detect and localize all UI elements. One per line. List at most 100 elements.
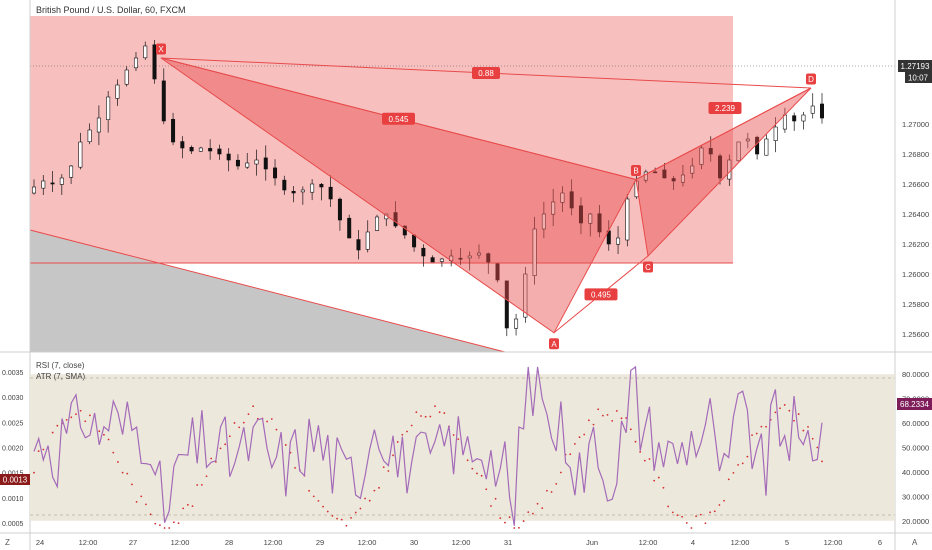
atr-dot <box>266 420 269 423</box>
rsi-last-value: 68.2334 <box>900 400 929 409</box>
atr-dot <box>182 507 185 510</box>
atr-dot <box>704 522 707 525</box>
atr-dot <box>135 500 138 503</box>
candle-body <box>727 159 732 180</box>
candle-body <box>180 141 185 149</box>
atr-dot <box>620 417 623 420</box>
candle-body <box>569 191 574 209</box>
atr-dot <box>420 415 422 417</box>
candle-body <box>171 118 176 143</box>
atr-dot <box>629 428 632 431</box>
atr-dot <box>140 495 143 498</box>
atr-dot <box>294 467 297 469</box>
atr-dot <box>662 486 665 489</box>
atr-dot <box>186 503 189 506</box>
candle-body <box>745 138 750 142</box>
candle-body <box>31 186 36 194</box>
candle-body <box>133 57 138 69</box>
atr-tick-label: 0.0010 <box>2 496 24 503</box>
candle-body <box>551 201 556 215</box>
candle-body <box>393 212 398 227</box>
candle-body <box>245 162 250 168</box>
atr-tick-label: 0.0005 <box>2 521 24 528</box>
atr-dot <box>746 455 749 458</box>
atr-dot <box>219 447 222 450</box>
rsi-value-tag-bg <box>897 398 932 410</box>
atr-dot <box>657 476 660 479</box>
ratio-label-bg <box>472 67 500 79</box>
atr-dot <box>401 433 404 436</box>
time-tick-label: 28 <box>225 538 233 547</box>
atr-dot <box>359 507 362 510</box>
candle-body <box>412 234 417 248</box>
ratio-label-text: 0.545 <box>388 115 409 124</box>
candle-body <box>764 138 769 156</box>
candle-body <box>773 126 778 141</box>
candle-body <box>588 213 593 224</box>
atr-dot <box>65 418 68 421</box>
candle-body <box>792 115 797 122</box>
candle-body <box>801 114 806 122</box>
point-label-bg <box>156 43 166 55</box>
atr-tick-label: 0.0020 <box>2 446 24 453</box>
atr-dot <box>695 515 698 518</box>
point-label-text: C <box>645 263 651 272</box>
time-tick-label: 12:00 <box>452 538 471 547</box>
candle-body <box>69 165 74 178</box>
candle-body <box>337 198 342 221</box>
atr-dot <box>615 410 618 412</box>
atr-dot <box>573 443 576 445</box>
ratio-label-bg <box>584 288 618 301</box>
atr-dot <box>508 516 511 519</box>
atr-dot <box>532 512 534 515</box>
point-label-text: D <box>808 75 814 84</box>
atr-dot <box>578 436 581 439</box>
candle-body <box>328 186 333 200</box>
rsi-tick-label: 30.0000 <box>902 492 929 501</box>
atr-dot <box>364 497 366 500</box>
candle-body <box>467 255 472 259</box>
price-tick-label: 1.26800 <box>902 150 929 159</box>
candle-body <box>671 178 676 182</box>
atr-dot <box>284 444 287 446</box>
atr-tick-label: 0.0025 <box>2 420 24 427</box>
atr-dot <box>396 441 399 443</box>
atr-dot <box>494 497 497 500</box>
auto-scale-a[interactable]: A <box>912 538 918 547</box>
atr-dot <box>191 505 194 508</box>
candle-body <box>597 213 602 233</box>
candle-body <box>356 239 361 251</box>
atr-dot <box>466 459 469 462</box>
atr-dot <box>247 413 250 416</box>
timezone-z[interactable]: Z <box>5 538 10 547</box>
price-tick-label: 1.26600 <box>902 180 929 189</box>
atr-dot <box>103 433 105 436</box>
candle-body <box>430 257 435 263</box>
candle-body <box>643 171 648 181</box>
ratio-label-text: 0.495 <box>591 290 612 299</box>
atr-dot <box>485 488 488 491</box>
point-label-bg <box>806 73 816 85</box>
price-pane: X A B C D 0.88 0.545 0.495 2.239 <box>29 16 895 353</box>
atr-dot <box>648 458 651 460</box>
time-axis: 24 12:00 27 12:00 28 12:00 29 12:00 30 12:00 31 Jun… <box>36 538 882 547</box>
point-label-text: X <box>158 45 164 54</box>
atr-dot <box>816 446 819 449</box>
atr-dot <box>51 431 54 434</box>
atr-tick-label: 0.0030 <box>2 395 24 402</box>
candle-body <box>616 237 621 245</box>
atr-dot <box>56 424 59 427</box>
atr-dot <box>177 522 180 525</box>
time-tick-label: 12:00 <box>639 538 658 547</box>
atr-dot <box>751 434 753 437</box>
candle-body <box>87 129 92 143</box>
atr-dot <box>387 470 390 472</box>
candle-body <box>458 257 463 260</box>
time-tick-label: 24 <box>36 538 44 547</box>
atr-dot <box>522 520 525 522</box>
atr-dot <box>555 482 558 485</box>
atr-dot <box>126 472 129 475</box>
atr-dot <box>210 457 213 460</box>
atr-dot <box>200 483 203 486</box>
